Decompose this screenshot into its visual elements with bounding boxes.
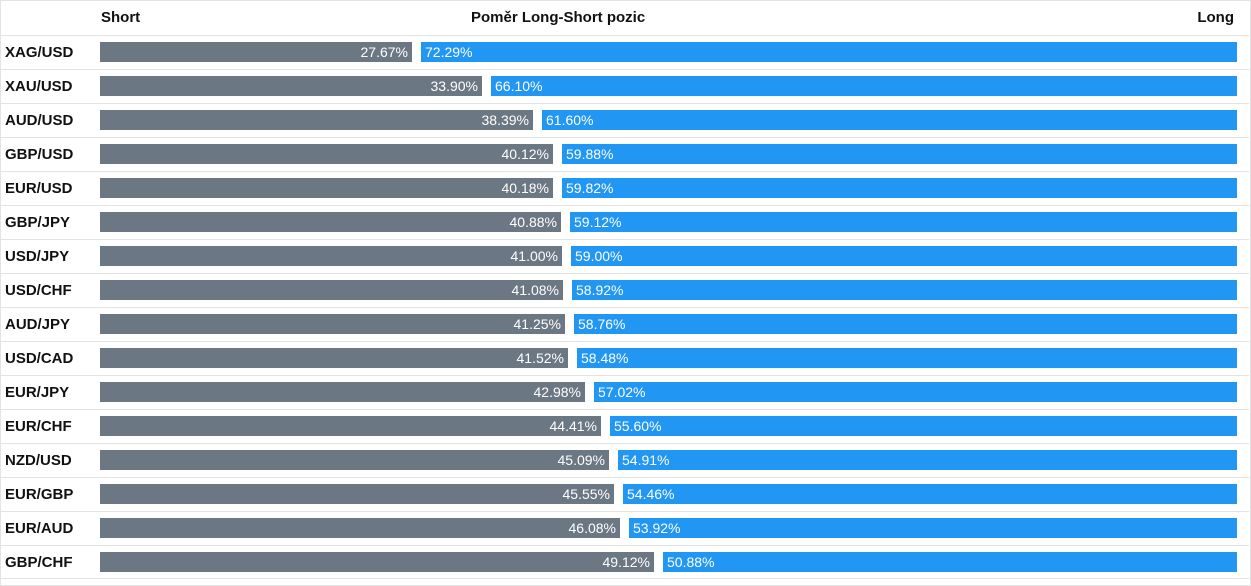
short-bar: 40.12% [100, 144, 553, 164]
table-row: EUR/USD 40.18% 59.82% [0, 171, 1249, 205]
pair-label: GBP/JPY [5, 214, 71, 231]
pair-label: GBP/USD [5, 146, 74, 163]
long-bar: 53.92% [629, 518, 1237, 538]
long-bar: 59.12% [570, 212, 1237, 232]
table-row: GBP/USD 40.12% 59.88% [0, 137, 1249, 171]
short-bar: 38.39% [100, 110, 533, 130]
table-row: XAG/USD 27.67% 72.29% [0, 35, 1249, 69]
long-bar: 59.00% [571, 246, 1237, 266]
short-header: Short [101, 9, 141, 26]
table-row: EUR/GBP 45.55% 54.46% [0, 477, 1249, 511]
long-bar: 61.60% [542, 110, 1237, 130]
pair-label: USD/CAD [5, 350, 74, 367]
pair-label: EUR/USD [5, 180, 73, 197]
table-row: AUD/JPY 41.25% 58.76% [0, 307, 1249, 341]
short-bar: 42.98% [100, 382, 585, 402]
pair-label: GBP/CHF [5, 554, 73, 571]
long-bar: 58.92% [572, 280, 1237, 300]
short-bar: 41.00% [100, 246, 562, 266]
short-bar: 40.88% [100, 212, 561, 232]
bar-rows: XAG/USD 27.67% 72.29% XAU/USD 33.90% 66.10% AU… [0, 35, 1249, 579]
short-bar: 45.55% [100, 484, 614, 504]
chart-title: Poměr Long-Short pozic [471, 9, 646, 26]
short-bar: 33.90% [100, 76, 482, 96]
pair-label: USD/JPY [5, 248, 70, 265]
short-bar: 27.67% [100, 42, 412, 62]
short-bar: 41.52% [100, 348, 568, 368]
pair-label: EUR/CHF [5, 418, 72, 435]
long-bar: 54.91% [618, 450, 1237, 470]
short-bar: 40.18% [100, 178, 553, 198]
table-row: GBP/JPY 40.88% 59.12% [0, 205, 1249, 239]
table-row: USD/CHF 41.08% 58.92% [0, 273, 1249, 307]
table-row: USD/JPY 41.00% 59.00% [0, 239, 1249, 273]
pair-label: XAG/USD [5, 44, 74, 61]
table-row: EUR/JPY 42.98% 57.02% [0, 375, 1249, 409]
table-row: EUR/AUD 46.08% 53.92% [0, 511, 1249, 545]
long-bar: 55.60% [610, 416, 1237, 436]
long-bar: 59.88% [562, 144, 1237, 164]
long-bar: 50.88% [663, 552, 1237, 572]
table-row: XAU/USD 33.90% 66.10% [0, 69, 1249, 103]
short-bar: 49.12% [100, 552, 654, 572]
pair-label: AUD/USD [5, 112, 74, 129]
pair-label: EUR/AUD [5, 520, 74, 537]
long-bar: 58.48% [577, 348, 1237, 368]
short-bar: 46.08% [100, 518, 620, 538]
short-bar: 41.08% [100, 280, 563, 300]
table-row: EUR/CHF 44.41% 55.60% [0, 409, 1249, 443]
long-bar: 54.46% [623, 484, 1237, 504]
table-row: AUD/USD 38.39% 61.60% [0, 103, 1249, 137]
pair-label: EUR/JPY [5, 384, 70, 401]
table-row: NZD/USD 45.09% 54.91% [0, 443, 1249, 477]
table-row: GBP/CHF 49.12% 50.88% [0, 545, 1249, 579]
short-bar: 41.25% [100, 314, 565, 334]
long-bar: 58.76% [574, 314, 1237, 334]
long-header: Long [1197, 9, 1234, 26]
long-bar: 57.02% [594, 382, 1237, 402]
short-bar: 44.41% [100, 416, 601, 436]
long-bar: 72.29% [421, 42, 1237, 62]
pair-label: NZD/USD [5, 452, 72, 469]
short-bar: 45.09% [100, 450, 609, 470]
pair-label: USD/CHF [5, 282, 72, 299]
long-bar: 66.10% [491, 76, 1237, 96]
long-bar: 59.82% [562, 178, 1237, 198]
pair-label: EUR/GBP [5, 486, 74, 503]
pair-label: XAU/USD [5, 78, 73, 95]
table-row: USD/CAD 41.52% 58.48% [0, 341, 1249, 375]
pair-label: AUD/JPY [5, 316, 71, 333]
